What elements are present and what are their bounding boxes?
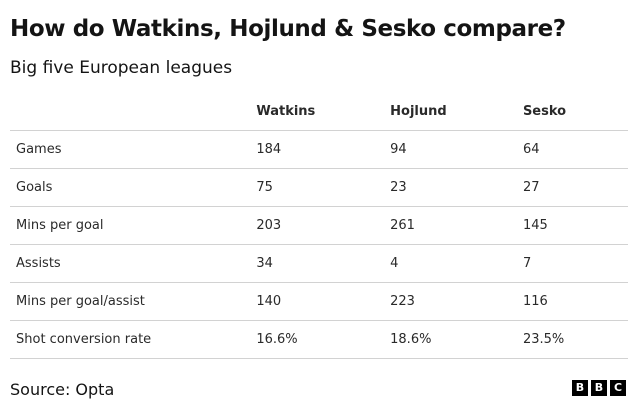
table-row: Mins per goal 203 261 145 xyxy=(10,206,628,245)
cell-watkins: 34 xyxy=(256,244,391,283)
cell-hojlund: 23 xyxy=(390,168,523,207)
row-label: Mins per goal/assist xyxy=(10,282,257,321)
cell-sesko: 23.5% xyxy=(522,320,628,359)
bbc-logo-block: B xyxy=(591,380,607,396)
table-row: Goals 75 23 27 xyxy=(10,168,628,207)
bbc-logo: B B C xyxy=(572,380,626,396)
cell-hojlund: 94 xyxy=(390,130,523,169)
chart-subtitle: Big five European leagues xyxy=(10,58,233,78)
cell-sesko: 116 xyxy=(522,282,628,321)
cell-hojlund: 4 xyxy=(390,244,523,283)
column-header-watkins: Watkins xyxy=(256,92,391,131)
table-row: Games 184 94 64 xyxy=(10,130,628,169)
chart-title: How do Watkins, Hojlund & Sesko compare? xyxy=(10,16,566,42)
cell-sesko: 64 xyxy=(522,130,628,169)
cell-hojlund: 223 xyxy=(390,282,523,321)
row-label: Mins per goal xyxy=(10,206,257,245)
cell-watkins: 75 xyxy=(256,168,391,207)
row-label: Shot conversion rate xyxy=(10,320,257,359)
cell-sesko: 7 xyxy=(522,244,628,283)
row-label: Goals xyxy=(10,168,257,207)
column-header-stat xyxy=(10,92,257,131)
cell-sesko: 27 xyxy=(522,168,628,207)
table-row: Assists 34 4 7 xyxy=(10,244,628,283)
row-label: Assists xyxy=(10,244,257,283)
cell-sesko: 145 xyxy=(522,206,628,245)
column-header-sesko: Sesko xyxy=(522,92,628,131)
row-label: Games xyxy=(10,130,257,169)
bbc-logo-block: B xyxy=(572,380,588,396)
source-note: Source: Opta xyxy=(10,380,115,399)
cell-watkins: 16.6% xyxy=(256,320,391,359)
bbc-logo-block: C xyxy=(610,380,626,396)
column-header-hojlund: Hojlund xyxy=(390,92,523,131)
cell-hojlund: 18.6% xyxy=(390,320,523,359)
stats-table: Watkins Hojlund Sesko Games 184 94 64 Go… xyxy=(10,92,628,359)
cell-hojlund: 261 xyxy=(390,206,523,245)
cell-watkins: 140 xyxy=(256,282,391,321)
cell-watkins: 203 xyxy=(256,206,391,245)
table-row: Shot conversion rate 16.6% 18.6% 23.5% xyxy=(10,320,628,359)
table-row: Mins per goal/assist 140 223 116 xyxy=(10,282,628,321)
cell-watkins: 184 xyxy=(256,130,391,169)
table-header-row: Watkins Hojlund Sesko xyxy=(10,92,628,131)
